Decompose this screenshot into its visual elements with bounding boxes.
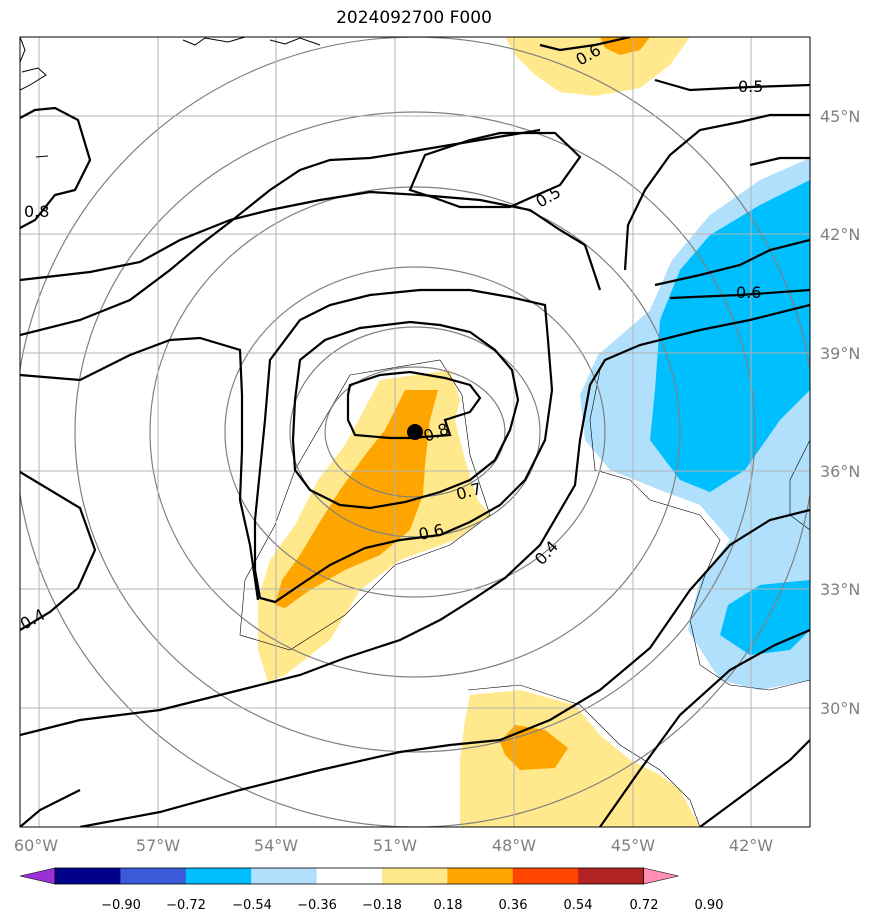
colorbar-segment [185,868,252,884]
map-plot-area: 0.5 0.5 0.6 0.6 0.6 0.7 0.8 0.8 0.4 0.4 [20,37,810,827]
storm-center-marker [407,424,423,440]
colorbar-segment [120,868,187,884]
lat-tick-label: 33°N [820,580,860,599]
colorbar-extend-high [643,867,679,885]
colorbar-segment [578,868,645,884]
lat-tick-label: 45°N [820,107,860,126]
colorbar-tick-label: −0.54 [232,898,272,913]
colorbar-tick-label: −0.72 [166,898,206,913]
colorbar-tick-label: 0.72 [630,898,659,913]
colorbar-segment [251,868,318,884]
map-title: 2024092700 F000 [336,8,492,28]
lat-tick-label: 30°N [820,699,860,718]
colorbar-segment [55,868,121,884]
thin-outlines [239,359,810,827]
contour-label: 0.5 [533,182,565,211]
range-rings [20,37,810,827]
colorbar-tick-label: 0.90 [695,898,724,913]
colorbar-segment [382,868,448,884]
colorbar-segment [512,868,579,884]
lon-tick-label: 57°W [136,836,180,855]
map-frame [19,36,811,828]
positive-shading [258,37,700,827]
contours [20,37,810,827]
colorbar-tick-label: −0.90 [101,898,141,913]
colorbar-labels: −0.90 −0.72 −0.54 −0.36 −0.18 0.18 0.36 … [101,898,723,913]
colorbar-tick-label: 0.18 [434,898,463,913]
lon-tick-label: 51°W [373,836,417,855]
lat-axis: 45°N 42°N 39°N 36°N 33°N 30°N [820,107,860,718]
lat-tick-label: 39°N [820,344,860,363]
lon-tick-label: 42°W [729,836,773,855]
lon-tick-label: 54°W [254,836,298,855]
lat-tick-label: 36°N [820,462,860,481]
colorbar-segment [316,868,383,884]
lon-axis: 60°W 57°W 54°W 51°W 48°W 45°W 42°W [14,836,773,855]
colorbar-tick-label: −0.36 [297,898,337,913]
contour-label: 0.5 [738,77,763,96]
colorbar-segment [447,868,514,884]
colorbar-tick-label: −0.18 [362,898,402,913]
lat-tick-label: 42°N [820,225,860,244]
colorbar-tick-label: 0.36 [499,898,528,913]
lon-tick-label: 45°W [611,836,655,855]
negative-shading [580,158,810,690]
colorbar-frame [54,867,644,885]
colorbar-extend-low [19,867,56,885]
lon-tick-label: 60°W [14,836,58,855]
coastline [20,37,321,158]
contour-label: 0.6 [736,283,761,302]
gridlines [20,37,810,827]
contour-label: 0.8 [24,202,49,221]
colorbar-tick-label: 0.54 [564,898,593,913]
colorbar [19,867,679,885]
lon-tick-label: 48°W [492,836,536,855]
contour-label: 0.6 [417,520,446,544]
